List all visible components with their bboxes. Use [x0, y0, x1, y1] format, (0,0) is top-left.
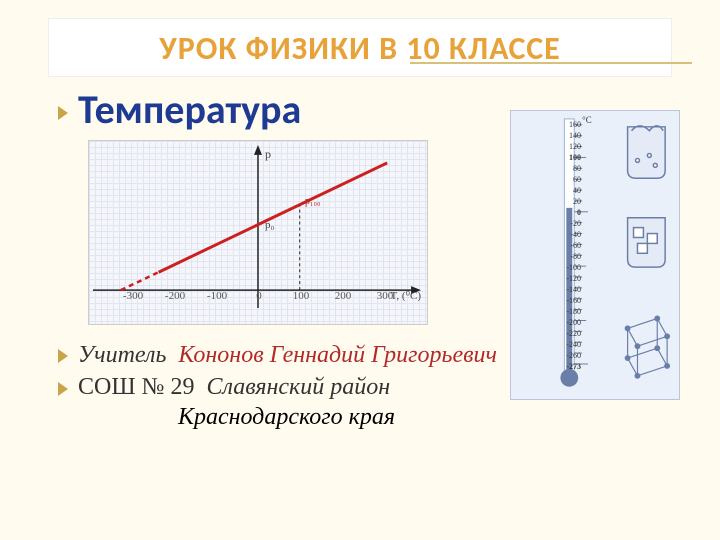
xaxis-label: T, (⁰C) [391, 289, 421, 302]
thermo-svg: °C [511, 111, 679, 398]
pressure-chart: -300 -200 -100 0 100 200 300 p p₀ p₁₀₀ T… [88, 140, 428, 325]
xtick: -100 [207, 290, 227, 302]
region-text: Краснодарского края [178, 404, 395, 430]
xtick: 100 [293, 290, 310, 302]
school-text: СОШ № 29 [78, 374, 194, 400]
xtick: 0 [256, 290, 262, 302]
teacher-name: Кононов Геннадий Григорьевич [178, 342, 497, 368]
bullet-icon [58, 106, 68, 120]
p0-label: p₀ [265, 219, 274, 231]
bullet-icon [58, 382, 68, 396]
teacher-label: Учитель [78, 342, 166, 368]
xtick: -200 [165, 290, 185, 302]
thermometer-figure: °C 160 140 120 100 80 60 40 20 0 -20 -40… [510, 110, 680, 400]
yaxis-label: p [265, 147, 271, 162]
topic-text: Температура [78, 85, 301, 134]
thermo-unit: °C [582, 115, 592, 125]
district-text: Славянский район [206, 374, 390, 400]
title-box: УРОК ФИЗИКИ В 10 КЛАССЕ [48, 18, 672, 77]
p100-label: p₁₀₀ [305, 196, 320, 207]
xtick: 200 [335, 290, 352, 302]
bullet-icon [58, 349, 68, 363]
region-line: Краснодарского края [178, 404, 692, 431]
xtick: -300 [123, 290, 143, 302]
